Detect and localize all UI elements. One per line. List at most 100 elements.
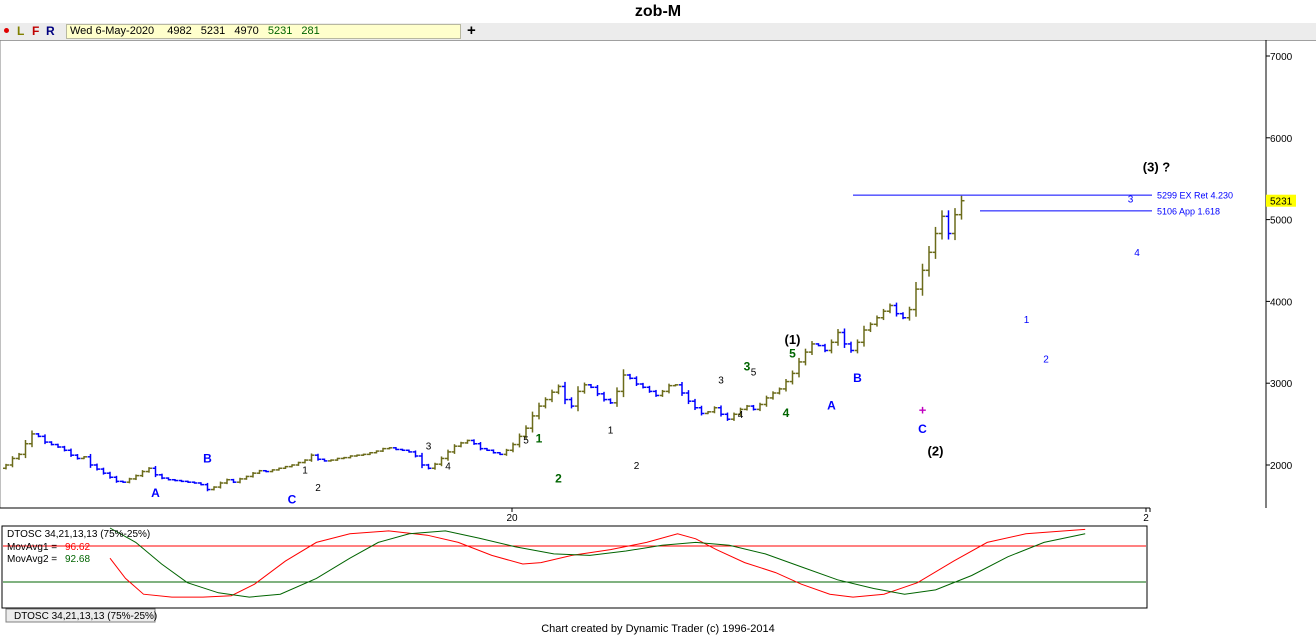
tool-button-l[interactable]: L (17, 24, 25, 38)
price-bar (497, 451, 503, 456)
wave-label: 4 (783, 406, 790, 420)
price-bar (575, 386, 581, 412)
price-bar (61, 445, 68, 452)
info-open: 4982 (167, 25, 192, 37)
price-bar (107, 471, 113, 479)
price-bar (562, 381, 568, 405)
price-bar (614, 387, 620, 407)
price-bar (516, 433, 523, 448)
price-bar (568, 397, 575, 409)
price-bar (269, 469, 276, 473)
price-bar (419, 452, 425, 469)
wave-label: A (827, 398, 836, 412)
price-bar (692, 398, 698, 411)
price-bar (42, 434, 48, 445)
price-bar (321, 458, 328, 462)
time-axis: 20 2 (506, 508, 1149, 524)
price-bar (601, 391, 607, 402)
oscillator-title: DTOSC 34,21,13,13 (75%-25%) (7, 529, 150, 540)
wave-label: 5 (751, 367, 757, 378)
price-bar (87, 453, 94, 468)
price-bar (854, 339, 861, 354)
price-tick-label: 7000 (1270, 52, 1293, 63)
price-bar (152, 465, 159, 478)
price-bar (35, 433, 42, 438)
price-bar (367, 451, 373, 456)
price-bar (932, 226, 939, 259)
resistance-label: 5106 App 1.618 (1157, 206, 1220, 216)
price-bar (464, 439, 471, 444)
price-tick-label: 2000 (1270, 461, 1293, 472)
price-bar (705, 411, 711, 415)
price-bar (445, 449, 451, 461)
info-high: 5231 (200, 25, 226, 37)
tool-button-f[interactable]: F (32, 24, 40, 38)
price-tick-label: 5000 (1270, 216, 1293, 227)
price-bar (237, 477, 243, 484)
indicator-tab[interactable] (5, 608, 156, 623)
price-bar (289, 464, 295, 468)
price-bar (861, 325, 867, 347)
last-price-label: 5231 (1270, 197, 1293, 208)
price-bar (828, 339, 835, 354)
tool-button-r[interactable]: R (46, 24, 55, 38)
last-price-box (1266, 194, 1296, 207)
price-bar (867, 322, 874, 333)
price-bar (679, 381, 685, 396)
price-bar (224, 478, 230, 485)
price-axis: 2000 3000 4000 5000 6000 7000 (1266, 52, 1293, 472)
price-bar (737, 407, 744, 417)
price-bar (406, 449, 412, 453)
price-bar (347, 455, 354, 459)
price-bar (3, 463, 9, 470)
info-change: 281 (301, 25, 320, 37)
price-bar (94, 463, 100, 471)
price-bar (685, 390, 692, 405)
price-bar (939, 210, 945, 240)
toolbar: L F R Wed 6-May-2020 4982 5231 4970 5231… (0, 22, 1316, 41)
wave-label: (3) ? (1143, 160, 1171, 175)
price-bar (425, 463, 432, 470)
price-bar (68, 448, 74, 457)
price-bar (698, 405, 705, 416)
resistance-label: 5299 EX Ret 4.230 (1157, 191, 1233, 201)
price-tick-label: 6000 (1270, 134, 1293, 145)
price-bar (139, 470, 146, 478)
price-bar (178, 479, 185, 483)
price-bar (341, 456, 347, 460)
wave-label: 3 (718, 375, 724, 386)
osc-legend-label: MovAvg2 = (7, 554, 57, 565)
price-bar (536, 402, 542, 420)
last-price-marker: 5231 (1266, 194, 1296, 208)
wave-label: 4 (738, 410, 744, 421)
info-low: 4970 (234, 25, 259, 37)
price-bar (438, 456, 445, 467)
price-bar (666, 383, 672, 394)
price-bar (412, 450, 419, 458)
price-bar (81, 456, 87, 460)
price-bar (887, 303, 893, 314)
plus-icon[interactable]: + (467, 22, 476, 39)
price-bar (113, 475, 120, 483)
wave-label: 1 (536, 431, 543, 445)
price-bar (328, 459, 334, 462)
price-bar (757, 402, 763, 412)
price-bar (510, 442, 516, 453)
price-bar (633, 376, 640, 387)
price-bar (627, 373, 633, 380)
price-bar (22, 440, 29, 459)
price-bar (451, 444, 458, 454)
price-bar (295, 461, 302, 466)
price-bar (718, 405, 724, 417)
price-bar (315, 453, 321, 461)
price-bar (763, 395, 770, 407)
price-bar (386, 447, 393, 450)
price-bar (9, 456, 16, 468)
price-bar (893, 302, 900, 317)
price-bar (926, 246, 932, 277)
wave-label: 2 (315, 483, 321, 494)
wave-label: (2) (928, 443, 944, 458)
record-dot-icon[interactable] (4, 28, 9, 33)
price-bar (809, 341, 815, 355)
